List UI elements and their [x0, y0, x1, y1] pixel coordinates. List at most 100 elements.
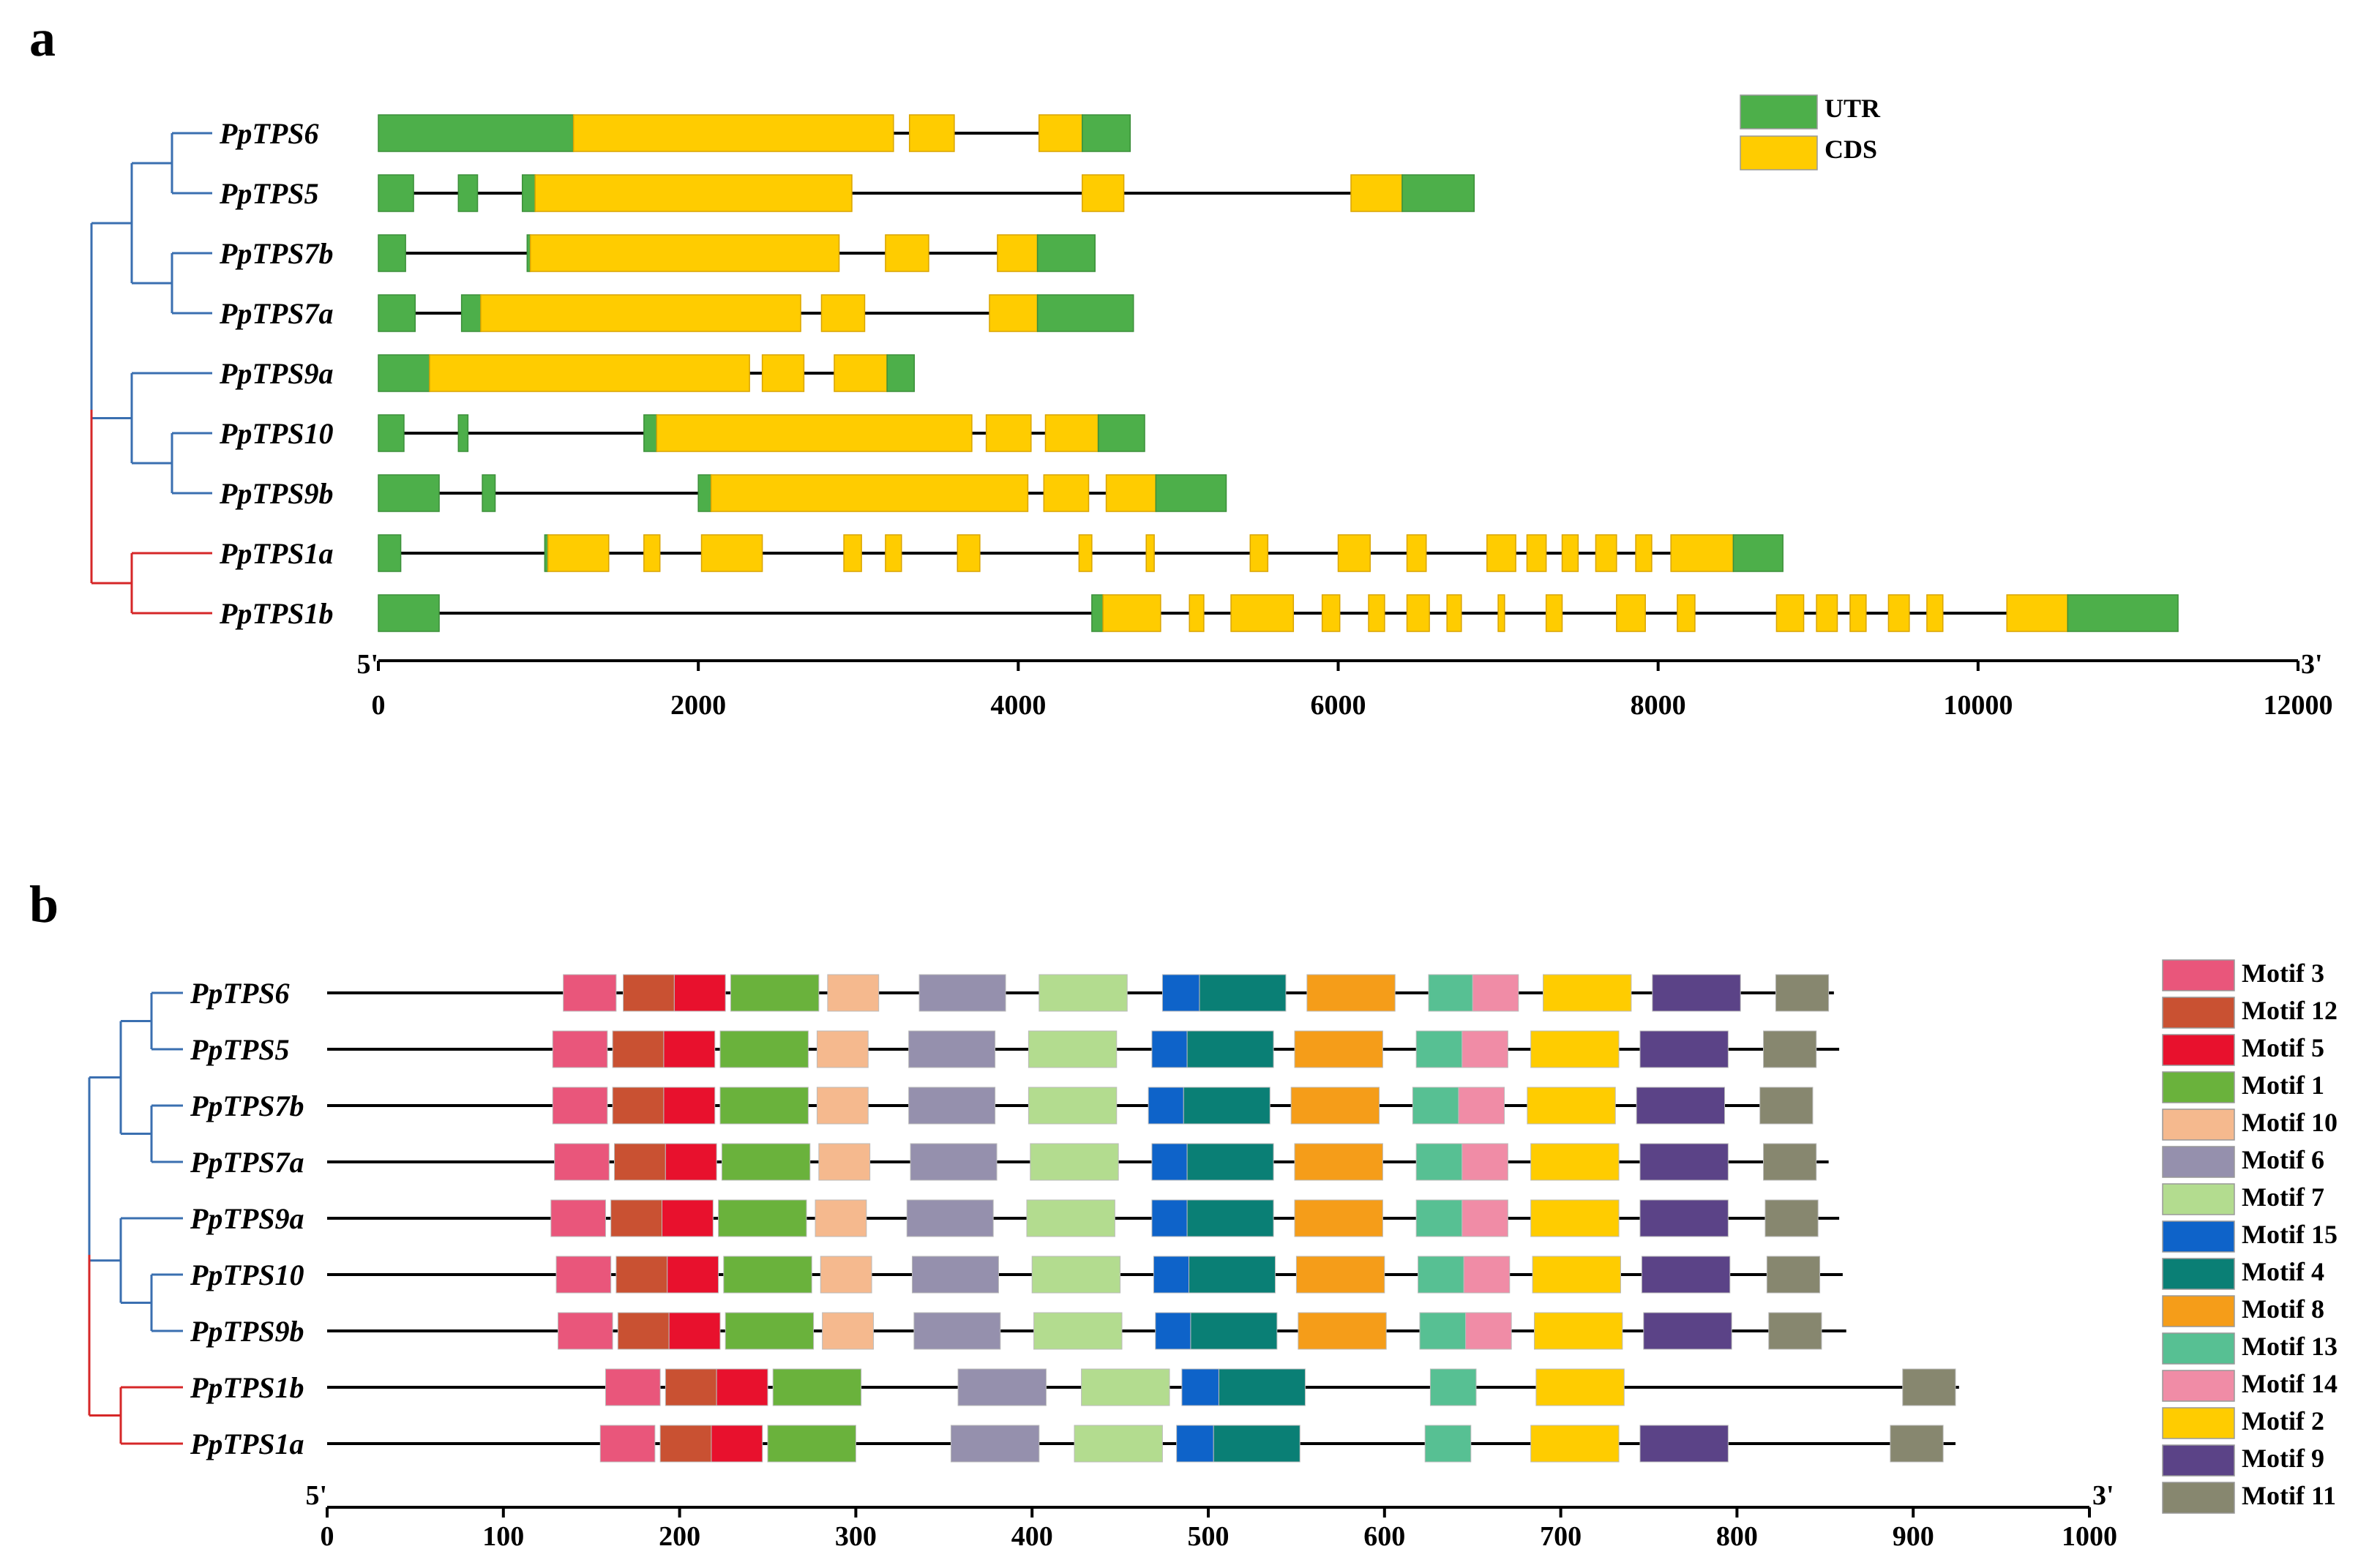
gene-label: PpTPS7a: [219, 297, 334, 330]
utr-box: [1401, 174, 1475, 212]
legend-swatch-motif-8: [2162, 1295, 2235, 1327]
motif-1-box: [719, 1087, 809, 1125]
motif-11-box: [1759, 1087, 1814, 1125]
cds-box: [1887, 594, 1910, 632]
motif-3-box: [605, 1368, 661, 1406]
motif-10-box: [815, 1199, 867, 1237]
motif-6-box: [910, 1143, 998, 1181]
motif-13-box: [1424, 1425, 1472, 1463]
cds-box: [834, 354, 888, 392]
cds-box: [885, 534, 902, 572]
gene-row-PpTPS7a: PpTPS7a: [219, 294, 1134, 332]
gene-label: PpTPS7b: [219, 237, 334, 270]
motif-6-box: [908, 1030, 996, 1068]
motif-4-box: [1218, 1368, 1306, 1406]
tick-label: 6000: [1311, 690, 1366, 721]
motif-7-box: [1033, 1312, 1123, 1350]
tick-label: 900: [1893, 1521, 1934, 1552]
protein-label: PpTPS5: [190, 1033, 290, 1066]
legend-swatch-motif-7: [2162, 1183, 2235, 1215]
motif-15-box: [1151, 1030, 1188, 1068]
utr-box: [378, 594, 440, 632]
cds-box: [985, 414, 1032, 452]
motif-6-box: [957, 1368, 1047, 1406]
cds-box: [1406, 534, 1427, 572]
motif-13-box: [1415, 1199, 1463, 1237]
motif-6-box: [906, 1199, 994, 1237]
motif-12-box: [665, 1368, 717, 1406]
legend-label: Motif 4: [2242, 1257, 2324, 1286]
motif-13-box: [1419, 1312, 1467, 1350]
motif-8-box: [1294, 1199, 1383, 1237]
cds-box: [1350, 174, 1403, 212]
gene-label: PpTPS5: [219, 177, 319, 210]
tick-label: 800: [1716, 1521, 1758, 1552]
utr-box: [1036, 294, 1134, 332]
motif-6-box: [908, 1087, 996, 1125]
gene-label: PpTPS10: [219, 417, 334, 450]
motif-10-box: [820, 1256, 872, 1294]
cds-box: [1561, 534, 1579, 572]
cds-box: [1616, 594, 1646, 632]
legend-label: Motif 11: [2242, 1481, 2336, 1510]
cds-box: [908, 114, 955, 152]
motif-10-box: [827, 974, 880, 1012]
motif-7-box: [1030, 1143, 1119, 1181]
tick-label: 100: [482, 1521, 524, 1552]
utr-box: [378, 414, 405, 452]
cds-box: [710, 474, 1029, 512]
cds-box: [1102, 594, 1161, 632]
cds-box: [1368, 594, 1385, 632]
legend-label: Motif 9: [2242, 1444, 2324, 1473]
legend-label: Motif 13: [2242, 1332, 2338, 1361]
protein-row-PpTPS7b: PpTPS7b: [190, 1087, 1814, 1125]
protein-row-PpTPS1a: PpTPS1a: [190, 1425, 1956, 1463]
protein-row-PpTPS5: PpTPS5: [190, 1030, 1840, 1068]
tick-label: 0: [321, 1521, 334, 1552]
cds-box: [1595, 534, 1617, 572]
motif-10-box: [816, 1030, 869, 1068]
motif-7-box: [1081, 1368, 1170, 1406]
legend-swatch-motif-6: [2162, 1146, 2235, 1178]
motif-1-box: [723, 1256, 812, 1294]
motif-5-box: [663, 1030, 716, 1068]
protein-label: PpTPS6: [190, 977, 290, 1010]
panel-b-letter: b: [29, 875, 59, 934]
motif-2-box: [1533, 1312, 1623, 1350]
cds-box: [1775, 594, 1805, 632]
cds-box: [1497, 594, 1505, 632]
motif-10-box: [816, 1087, 869, 1125]
gene-row-PpTPS7b: PpTPS7b: [219, 234, 1096, 272]
cds-box: [1446, 594, 1462, 632]
cds-box: [1406, 594, 1430, 632]
cds-box: [1249, 534, 1269, 572]
cds-box: [1044, 414, 1099, 452]
tick-label: 10000: [1943, 690, 2013, 721]
motif-7-box: [1026, 1199, 1115, 1237]
cds-box: [1230, 594, 1295, 632]
motif-13-box: [1412, 1087, 1459, 1125]
motif-1-box: [721, 1143, 811, 1181]
legend-swatch-motif-10: [2162, 1109, 2235, 1141]
motif-14-box: [1472, 974, 1519, 1012]
cds-box: [572, 114, 894, 152]
motif-13-box: [1428, 974, 1473, 1012]
cds-box: [1043, 474, 1090, 512]
legend-swatch-motif-9: [2162, 1444, 2235, 1477]
motif-11-box: [1768, 1312, 1822, 1350]
panel-a-letter: a: [29, 9, 56, 67]
motif-4-box: [1186, 1199, 1274, 1237]
motif-15-box: [1148, 1087, 1184, 1125]
motif-1-box: [719, 1030, 809, 1068]
utr-box: [482, 474, 496, 512]
motif-9-box: [1636, 1087, 1726, 1125]
cds-box: [1926, 594, 1944, 632]
legend-swatch-motif-13: [2162, 1332, 2235, 1365]
utr-box: [1155, 474, 1227, 512]
motif-11-box: [1775, 974, 1830, 1012]
protein-label: PpTPS7a: [190, 1146, 304, 1179]
motif-5-box: [662, 1199, 714, 1237]
motif-9-box: [1643, 1312, 1732, 1350]
panel-a-axis: 0 2000 4000 6000 8000 10000 12000 5' 3': [356, 649, 2332, 721]
axis-start-label: 5': [356, 649, 378, 680]
